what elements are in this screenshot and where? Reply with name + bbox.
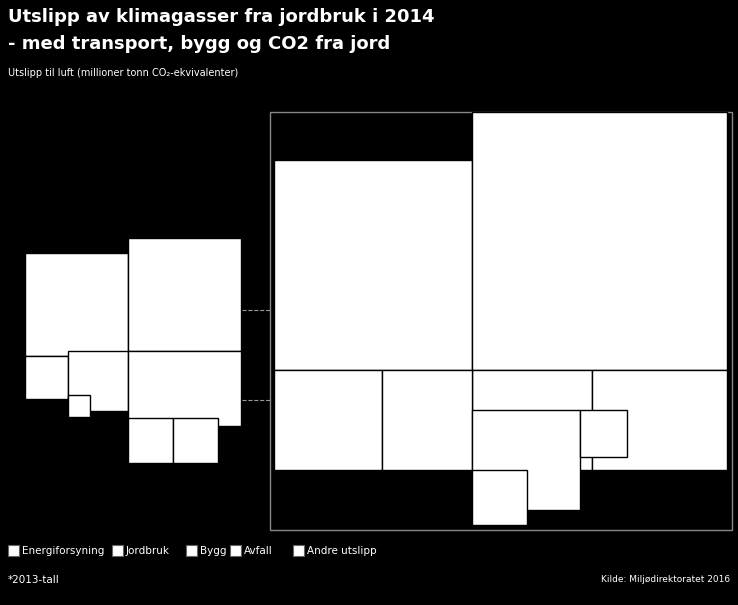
Bar	[186, 545, 197, 556]
Bar	[8, 545, 19, 556]
Text: Annot: Annot	[529, 473, 558, 483]
Bar	[592, 370, 727, 470]
Bar	[25, 356, 68, 399]
Bar	[112, 545, 123, 556]
Bar	[230, 545, 241, 556]
Text: Andre utslipp: Andre utslipp	[307, 546, 376, 555]
Bar	[274, 160, 472, 370]
Bar	[472, 370, 592, 470]
Bar	[472, 112, 727, 370]
Text: - med transport, bygg og CO2 fra jord: - med transport, bygg og CO2 fra jord	[8, 35, 390, 53]
Text: Utslipp av klimagasser fra jordbruk i 2014: Utslipp av klimagasser fra jordbruk i 20…	[8, 8, 435, 26]
Bar	[472, 470, 527, 525]
Text: Oppvarming: Oppvarming	[629, 415, 689, 425]
Bar	[472, 410, 580, 510]
Bar	[274, 370, 382, 470]
Bar	[25, 253, 128, 356]
Bar	[68, 351, 128, 411]
Bar	[128, 238, 241, 351]
Text: Utslipp til luft (millioner tonn CO₂-ekvivalenter): Utslipp til luft (millioner tonn CO₂-ekv…	[8, 68, 238, 78]
Bar	[270, 112, 732, 530]
Bar	[68, 395, 90, 417]
Text: Jordbruk: Jordbruk	[126, 546, 170, 555]
Bar	[293, 545, 304, 556]
Bar	[382, 370, 472, 470]
Bar	[173, 418, 218, 463]
Text: Energiforsyning: Energiforsyning	[22, 546, 104, 555]
Text: Avfall: Avfall	[244, 546, 273, 555]
Text: *2013-tall: *2013-tall	[8, 575, 60, 585]
Bar	[128, 351, 241, 426]
Bar	[580, 410, 627, 457]
Bar	[128, 418, 173, 463]
Text: Bygg: Bygg	[200, 546, 227, 555]
Text: Kilde: Miljødirektoratet 2016: Kilde: Miljødirektoratet 2016	[601, 575, 730, 584]
